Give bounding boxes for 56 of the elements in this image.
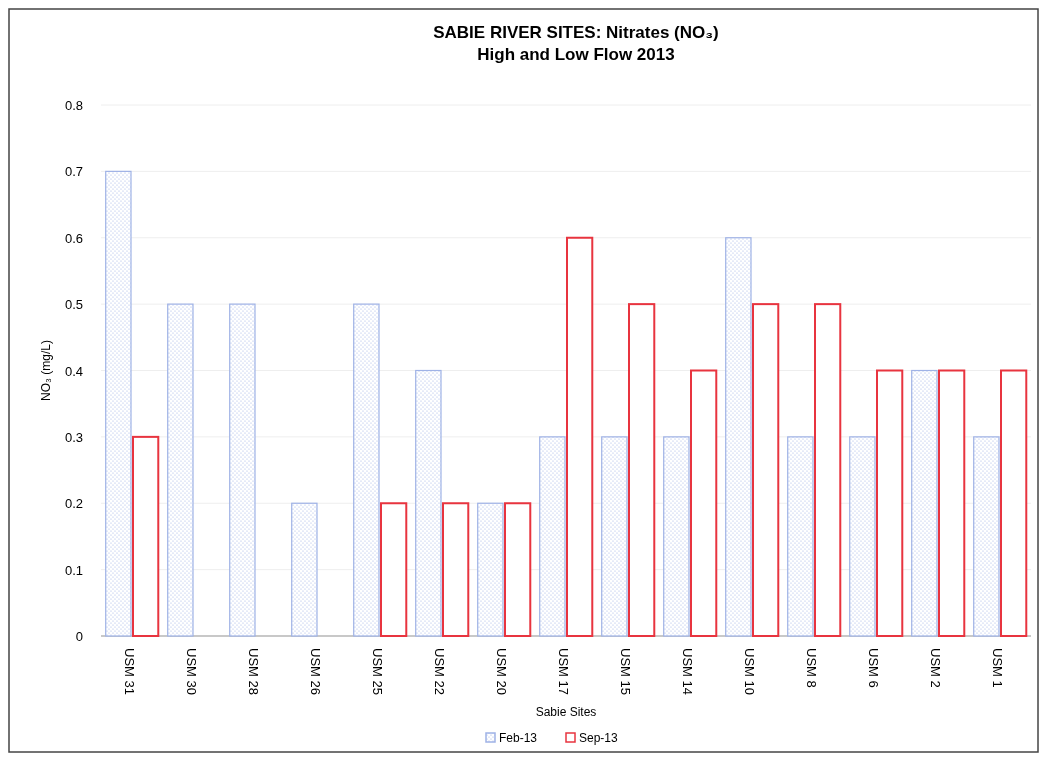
legend-label: Sep-13 [579,731,619,745]
x-tick-label: USM 10 [741,648,757,695]
bar [1000,369,1028,637]
bar [291,502,318,637]
bar [167,303,194,637]
x-tick-label: USM 20 [493,648,509,695]
x-tick-label: USM 1 [989,648,1005,688]
x-tick-label: USM 2 [927,648,943,688]
bar [628,303,656,637]
x-axis-title: Sabie Sites [535,705,597,719]
x-tick-label: USM 15 [617,648,633,695]
y-tick-label: 0.2 [64,496,83,512]
x-tick-label: USM 6 [865,648,881,688]
bar [353,303,380,637]
chart-title: SABIE RIVER SITES: Nitrates (NO₃) High and Low Flow 2013 [433,23,719,64]
bar [601,436,628,637]
bar [690,369,718,637]
bar [539,436,566,637]
bar [849,436,876,637]
x-tick-label: USM 8 [803,648,819,688]
x-tick-label: USM 30 [183,648,199,695]
x-tick-label: USM 28 [245,648,261,695]
bar [380,502,408,637]
bar [973,436,1000,637]
y-tick-label: 0.4 [64,363,83,379]
bar [787,436,814,637]
y-tick-label: 0.5 [64,297,83,313]
bar [415,369,442,637]
bar [504,502,532,637]
y-tick-label: 0.7 [64,164,83,180]
x-tick-label: USM 14 [679,648,695,695]
bar [442,502,470,637]
bar [938,369,966,637]
y-axis-title: NO₃ (mg/L) [39,340,53,401]
y-tick-label: 0 [75,629,83,644]
bar [663,436,690,637]
bar [566,236,594,637]
bar [105,170,132,637]
x-tick-label: USM 26 [307,648,323,695]
bar [229,303,256,637]
x-tick-label: USM 22 [431,648,447,695]
bar [814,303,842,637]
bar [725,237,752,637]
x-tick-label: USM 25 [369,648,385,695]
y-tick-label: 0.6 [64,230,83,246]
y-tick-label: 0.1 [64,562,83,578]
bar [876,369,904,637]
bar [477,502,504,637]
y-tick-label: 0.3 [64,429,83,445]
x-tick-label: USM 31 [121,648,137,695]
y-tick-label: 0.8 [64,98,83,113]
x-tick-label: USM 17 [555,648,571,695]
bar [911,369,938,637]
legend-label: Feb-13 [499,731,538,745]
bar [752,303,780,637]
bar [132,435,160,637]
